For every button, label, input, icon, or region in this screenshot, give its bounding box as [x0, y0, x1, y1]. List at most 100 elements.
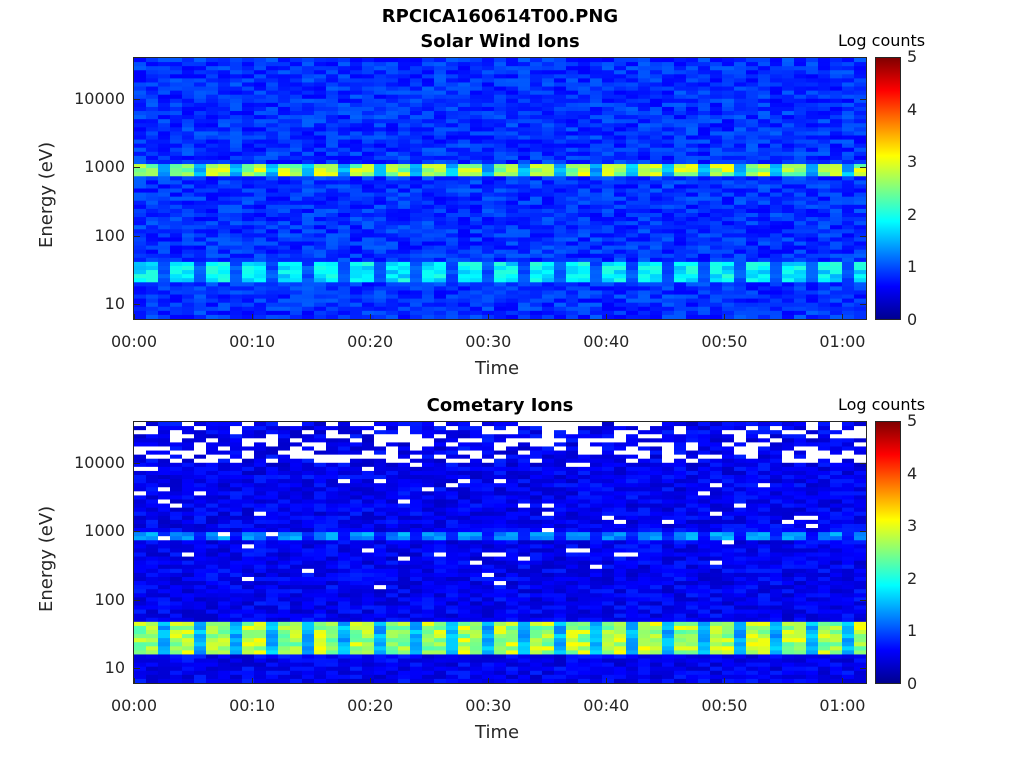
heatmap-cell [266, 62, 279, 67]
heatmap-cell [554, 86, 567, 92]
heatmap-cell [698, 249, 711, 255]
heatmap-cell [146, 168, 159, 173]
heatmap-cell [218, 298, 231, 304]
heatmap-cell [782, 257, 795, 263]
heatmap-cell [722, 62, 735, 67]
heatmap-cell [686, 233, 699, 239]
heatmap-cell [290, 168, 303, 173]
heatmap-cell [242, 621, 255, 627]
heatmap-cell [254, 523, 267, 529]
heatmap-cell [518, 270, 531, 275]
heatmap-cell [770, 62, 783, 67]
heatmap-cell [782, 217, 795, 222]
heatmap-cell [134, 475, 147, 480]
heatmap-cell [506, 270, 519, 275]
heatmap-cell [674, 257, 687, 263]
heatmap-cell [782, 127, 795, 133]
heatmap-cell [410, 180, 423, 186]
heatmap-cell [518, 74, 531, 79]
heatmap-cell [722, 184, 735, 190]
heatmap-cell [854, 245, 866, 251]
heatmap-cell [758, 200, 771, 206]
heatmap-cell [242, 298, 255, 304]
heatmap-cell [482, 245, 495, 251]
heatmap-cell [422, 62, 435, 67]
heatmap-cell [314, 86, 327, 92]
heatmap-cell [338, 233, 351, 239]
heatmap-cell [650, 106, 663, 112]
heatmap-cell [206, 94, 219, 100]
heatmap-cell [854, 237, 866, 243]
heatmap-cell [842, 314, 855, 319]
heatmap-cell [734, 314, 747, 319]
heatmap-cell [410, 221, 423, 226]
heatmap-cell [590, 282, 603, 287]
heatmap-cell [242, 131, 255, 137]
heatmap-cell [206, 625, 219, 631]
heatmap-cell [134, 119, 147, 124]
heatmap-cell [590, 278, 603, 283]
heatmap-cell [542, 212, 555, 218]
heatmap-cell [170, 188, 183, 194]
heatmap-cell [686, 225, 699, 230]
heatmap-cell [266, 265, 279, 271]
heatmap-cell [854, 184, 866, 190]
heatmap-cell [146, 139, 159, 145]
heatmap-cell [638, 261, 651, 267]
heatmap-cell [518, 123, 531, 128]
heatmap-cell [230, 568, 243, 574]
heatmap-cell [542, 90, 555, 96]
heatmap-cell [278, 450, 291, 456]
heatmap-cell [266, 106, 279, 112]
heatmap-cell [290, 159, 303, 165]
heatmap-cell [218, 609, 231, 615]
heatmap-cell [134, 658, 147, 664]
heatmap-cell [578, 127, 591, 133]
heatmap-cell [626, 249, 639, 255]
heatmap-cell [422, 90, 435, 96]
heatmap-cell [662, 119, 675, 124]
heatmap-cell [170, 528, 183, 533]
heatmap-cell [494, 123, 507, 128]
heatmap-cell [710, 127, 723, 133]
heatmap-cell [218, 66, 231, 71]
heatmap-cell [674, 164, 687, 169]
heatmap-cell [578, 233, 591, 239]
heatmap-cell [254, 666, 267, 672]
heatmap-cell [302, 617, 315, 623]
heatmap-cell [422, 127, 435, 133]
heatmap-cell [746, 78, 759, 84]
heatmap-cell [530, 164, 543, 169]
heatmap-cell [206, 106, 219, 112]
heatmap-cell [326, 536, 339, 541]
heatmap-cell [710, 192, 723, 198]
heatmap-cell [494, 302, 507, 308]
heatmap-cell [602, 74, 615, 79]
heatmap-cell [542, 257, 555, 263]
heatmap-cell [434, 151, 447, 157]
heatmap-cell [302, 168, 315, 173]
heatmap-cell [242, 106, 255, 112]
heatmap-cell [242, 265, 255, 271]
heatmap-cell [266, 507, 279, 513]
heatmap-cell [314, 426, 327, 431]
heatmap-cell [170, 111, 183, 116]
heatmap-cell [542, 192, 555, 198]
heatmap-cell [506, 78, 519, 84]
heatmap-cell [170, 450, 183, 456]
heatmap-cell [698, 237, 711, 243]
heatmap-cell [254, 470, 267, 476]
heatmap-cell [830, 172, 843, 177]
heatmap-cell [158, 634, 171, 639]
heatmap-cell [446, 290, 459, 296]
heatmap-cell [398, 306, 411, 312]
heatmap-cell [278, 233, 291, 239]
heatmap-cell [254, 617, 267, 623]
heatmap-cell [542, 241, 555, 247]
heatmap-cell [206, 249, 219, 255]
heatmap-cell [830, 131, 843, 137]
heatmap-cell [266, 151, 279, 157]
heatmap-cell [830, 106, 843, 112]
heatmap-cell [506, 147, 519, 153]
heatmap-cell [794, 261, 807, 267]
